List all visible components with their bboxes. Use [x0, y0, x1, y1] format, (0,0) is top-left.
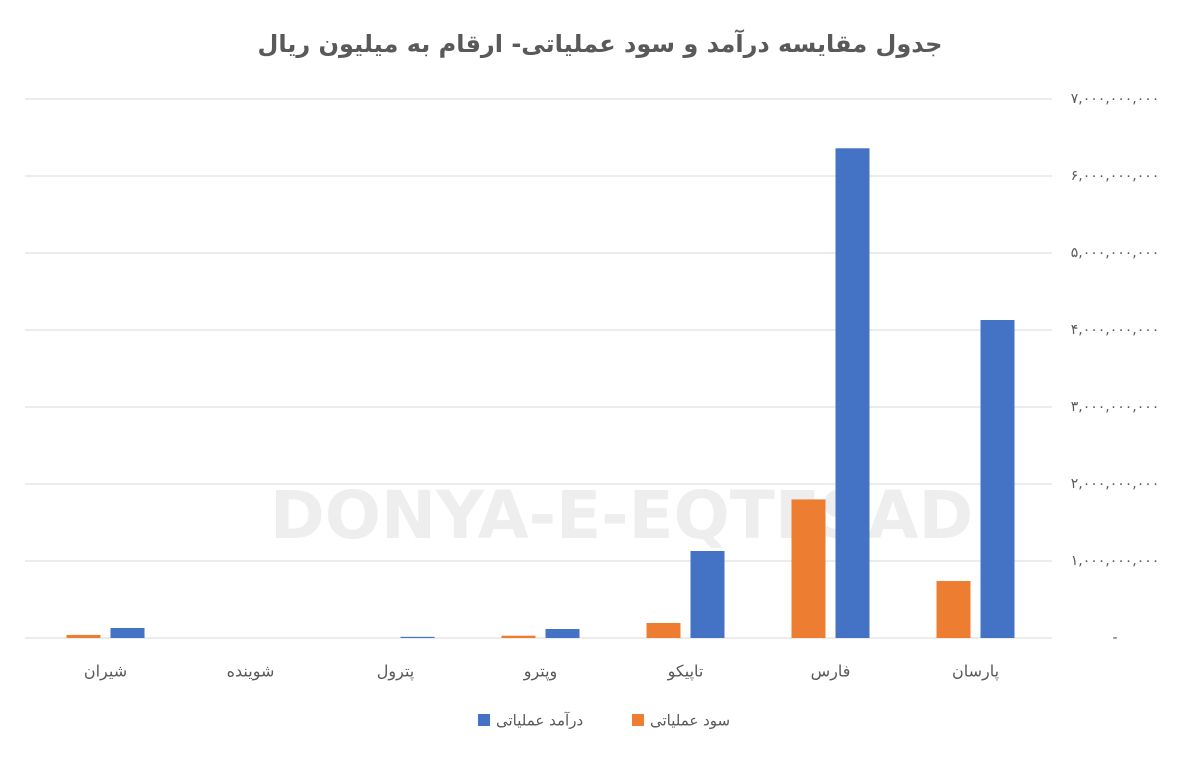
legend-swatch: [632, 714, 644, 726]
x-tick-label: شوینده: [227, 662, 275, 682]
bar: [66, 634, 101, 638]
legend-label: سود عملیاتی: [650, 712, 730, 730]
bar: [835, 148, 870, 638]
bar: [646, 622, 681, 638]
bar: [110, 627, 145, 638]
x-tick-label: تاپیکو: [667, 662, 704, 682]
bar: [501, 635, 536, 638]
y-tick-label: ۱,۰۰۰,۰۰۰,۰۰۰: [1071, 553, 1160, 569]
bar: [400, 636, 435, 638]
chart-title: جدول مقایسه درآمد و سود عملیاتی- ارقام ب…: [258, 29, 943, 58]
y-tick-label: ۲,۰۰۰,۰۰۰,۰۰۰: [1071, 476, 1160, 492]
legend-swatch: [478, 714, 490, 726]
bar: [791, 499, 826, 638]
bar: [980, 319, 1015, 638]
bar: [545, 628, 580, 638]
legend-label: درآمد عملیاتی: [496, 712, 583, 730]
x-tick-label: شیران: [84, 662, 127, 682]
bar: [936, 581, 971, 638]
x-tick-label: وپترو: [523, 662, 558, 682]
x-tick-label: فارس: [811, 662, 851, 682]
y-tick-label: ۷,۰۰۰,۰۰۰,۰۰۰: [1071, 91, 1160, 107]
x-tick-label: پارسان: [952, 662, 999, 682]
y-tick-label: ۴,۰۰۰,۰۰۰,۰۰۰: [1071, 322, 1160, 338]
y-tick-label: ۶,۰۰۰,۰۰۰,۰۰۰: [1071, 168, 1160, 184]
x-tick-label: پترول: [377, 662, 414, 682]
bar: [690, 550, 725, 638]
y-tick-label: ۳,۰۰۰,۰۰۰,۰۰۰: [1071, 399, 1160, 415]
y-tick-label: -: [1112, 630, 1117, 646]
y-tick-label: ۵,۰۰۰,۰۰۰,۰۰۰: [1071, 245, 1160, 261]
